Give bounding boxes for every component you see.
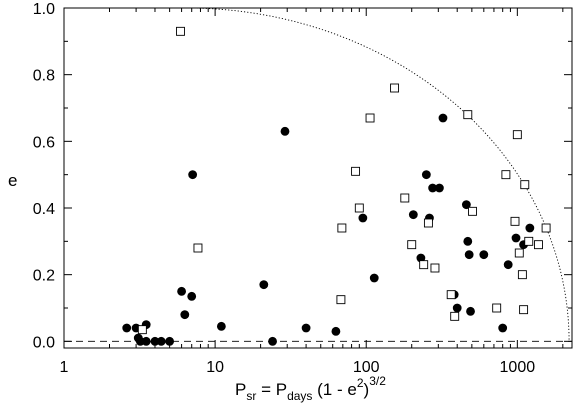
data-point-filled-circle — [428, 183, 438, 193]
data-point-filled-circle — [408, 210, 418, 220]
data-point-open-square — [446, 290, 456, 300]
data-point-open-square — [517, 270, 527, 280]
data-point-filled-circle — [177, 286, 186, 296]
data-point-filled-circle — [525, 223, 535, 233]
axis-ticks: 1 10 100 1000 0.0 0.2 0.4 0.6 0.8 1.0 — [33, 1, 572, 376]
data-point-open-square — [430, 263, 440, 273]
data-point-filled-circle — [216, 321, 226, 331]
y-tick-label: 1.0 — [33, 1, 55, 18]
x-axis-title-p: P — [235, 380, 246, 399]
data-point-open-square — [407, 240, 417, 250]
data-point-open-square — [176, 26, 185, 36]
data-point-open-square — [524, 236, 534, 246]
dotted-boundary-curve — [164, 7, 570, 342]
y-tick-label: 0.8 — [33, 68, 55, 85]
data-point-filled-circle — [358, 213, 368, 223]
y-tick-label: 0.0 — [33, 334, 55, 351]
data-point-filled-circle — [180, 310, 190, 320]
data-point-open-square — [423, 218, 433, 228]
data-point-open-square — [354, 203, 364, 213]
x-axis-title-eq: = P — [256, 380, 287, 399]
data-point-filled-circle — [511, 233, 521, 243]
data-point-open-square — [492, 303, 502, 313]
data-point-filled-circle — [421, 170, 431, 180]
data-point-filled-circle — [498, 323, 508, 333]
data-point-filled-circle — [188, 170, 198, 180]
data-point-open-square — [450, 311, 460, 321]
data-point-open-square — [193, 243, 203, 253]
data-point-filled-circle — [165, 336, 175, 346]
data-point-filled-circle — [141, 336, 151, 346]
data-point-filled-circle — [464, 250, 474, 260]
data-point-open-square — [534, 240, 543, 250]
data-point-open-square — [137, 325, 147, 335]
x-axis-title-open: (1 - e — [312, 380, 356, 399]
y-tick-label: 0.6 — [33, 134, 55, 151]
x-axis-title-close: ) — [364, 380, 370, 399]
y-tick-label: 0.2 — [33, 268, 55, 285]
data-point-filled-circle — [187, 291, 197, 301]
data-point-open-square — [419, 260, 429, 270]
data-point-filled-circle — [503, 260, 513, 270]
data-point-filled-circle — [461, 200, 471, 210]
data-point-filled-circle — [280, 126, 290, 136]
data-point-filled-circle — [301, 323, 311, 333]
data-point-filled-circle — [369, 273, 379, 283]
data-point-filled-circle — [122, 323, 132, 333]
data-point-filled-circle — [156, 336, 166, 346]
data-point-open-square — [514, 248, 524, 258]
data-point-open-square — [337, 223, 347, 233]
x-axis-title-square-superscript: 2 — [357, 376, 364, 390]
plot-area — [64, 7, 572, 346]
data-point-open-square — [501, 170, 511, 180]
data-point-open-square — [468, 206, 477, 216]
data-point-filled-circle — [438, 113, 448, 123]
x-tick-label: 100 — [353, 359, 380, 376]
plot-frame — [63, 7, 573, 349]
data-point-open-square — [390, 83, 400, 93]
data-point-open-square — [400, 193, 410, 203]
data-point-filled-circle — [331, 326, 341, 336]
data-point-filled-circle — [150, 336, 160, 346]
x-axis-title: Psr = Pdays (1 - e2)3/2 — [235, 374, 386, 403]
x-axis-title-sr-subscript: sr — [246, 389, 256, 403]
x-axis-title-days-subscript: days — [287, 389, 312, 403]
data-point-open-square — [351, 166, 361, 176]
data-point-open-square — [520, 180, 530, 190]
data-point-filled-circle — [466, 306, 475, 316]
y-axis-title: e — [8, 171, 17, 190]
data-point-open-square — [541, 223, 551, 233]
data-point-open-square — [365, 113, 375, 123]
data-point-filled-circle — [268, 336, 277, 346]
data-point-open-square — [463, 110, 473, 120]
y-tick-label: 0.4 — [33, 201, 55, 218]
x-tick-label: 10 — [206, 359, 224, 376]
data-point-filled-circle — [259, 280, 269, 290]
data-point-filled-circle — [463, 236, 473, 246]
data-point-filled-circle — [479, 250, 489, 260]
x-tick-label: 1 — [60, 359, 69, 376]
data-point-open-square — [519, 305, 529, 315]
data-point-open-square — [510, 216, 520, 226]
data-point-filled-circle — [435, 183, 444, 193]
data-point-open-square — [336, 295, 346, 305]
data-point-filled-circle — [452, 303, 462, 313]
data-point-open-square — [512, 130, 522, 140]
data-point-filled-circle — [416, 253, 426, 263]
x-tick-label: 1000 — [500, 359, 536, 376]
x-axis-title-exponent-superscript: 3/2 — [369, 374, 386, 388]
